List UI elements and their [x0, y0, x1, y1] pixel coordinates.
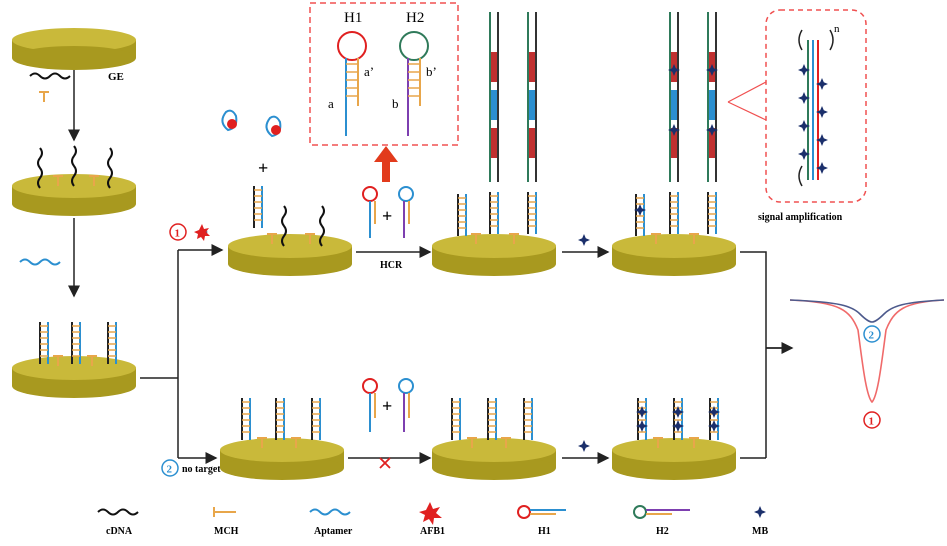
electrode-bare [12, 28, 136, 70]
electrode-hcr-product [432, 11, 556, 276]
repeat-n-label: n [834, 23, 840, 35]
legend-h1-label: H1 [538, 526, 551, 537]
a-label: a [328, 96, 334, 111]
b-label: b [392, 96, 399, 111]
electrode-target-bound [228, 185, 352, 276]
electrode-no-target-mb [612, 397, 736, 480]
plus-bottom: + [382, 396, 392, 416]
no-target-label: no target [182, 464, 221, 475]
legend-mch-icon [213, 507, 236, 517]
hcr-label: HCR [380, 260, 403, 271]
electrode-mb-loaded [612, 11, 736, 276]
signal-amplification-inset [765, 9, 867, 203]
legend-mch-label: MCH [214, 526, 239, 537]
electrode-hybridized [12, 321, 136, 398]
path-2-marker: 2 [161, 459, 179, 477]
plus-hcr: + [382, 206, 392, 226]
svg-text:2: 2 [869, 330, 875, 342]
ge-label: GE [108, 71, 124, 83]
hairpins-plus-bottom [362, 378, 414, 432]
aptamer-afb1-complex [221, 109, 282, 138]
b-prime-label: b’ [426, 64, 437, 79]
h1-inset-label: H1 [344, 10, 362, 26]
mch-glyph [38, 91, 50, 103]
aptamer-squiggle [19, 258, 61, 266]
electrode-no-target [220, 397, 344, 480]
signal-amplification-label: signal amplification [758, 212, 843, 223]
electrode-no-target-hp [432, 397, 556, 480]
legend-h1-icon [517, 505, 566, 519]
legend: cDNA MCH Aptamer AFB1 H1 H2 MB [97, 502, 768, 537]
mb-glyph-bottom [578, 440, 590, 452]
a-prime-label: a’ [364, 64, 374, 79]
merge-lines [740, 251, 786, 459]
svg-text:2: 2 [167, 464, 173, 476]
legend-afb1-label: AFB1 [420, 526, 445, 537]
legend-cdna-icon [97, 508, 139, 516]
cdna-squiggle [29, 72, 71, 80]
legend-mb-icon [754, 506, 766, 518]
zoom-callout-lines [727, 81, 767, 121]
branch-lines [140, 250, 179, 458]
mb-glyph-top [578, 234, 590, 246]
legend-mb-label: MB [752, 526, 768, 537]
signal-label-2: 2 [863, 325, 881, 343]
legend-h2-label: H2 [656, 526, 669, 537]
electrode-cdna-mch [12, 145, 136, 216]
legend-aptamer-label: Aptamer [314, 526, 353, 537]
legend-aptamer-icon [309, 508, 351, 516]
legend-h2-icon [633, 505, 690, 519]
svg-text:1: 1 [175, 228, 181, 240]
legend-afb1-icon [419, 502, 442, 525]
path-1-marker: 1 [169, 223, 208, 241]
svg-text:1: 1 [869, 416, 875, 428]
h2-inset-label: H2 [406, 10, 424, 26]
signal-label-1: 1 [863, 411, 881, 429]
blocked-cross-icon [379, 457, 391, 469]
arrow-up-red [374, 146, 398, 182]
hairpin-inset-box [309, 2, 459, 146]
hairpins-plus-top [362, 186, 414, 238]
legend-cdna-label: cDNA [106, 526, 133, 537]
signal-curve-2 [789, 299, 945, 323]
signal-curve-1 [789, 299, 945, 404]
plus-top: + [258, 158, 268, 178]
afb1-icon [194, 224, 210, 241]
